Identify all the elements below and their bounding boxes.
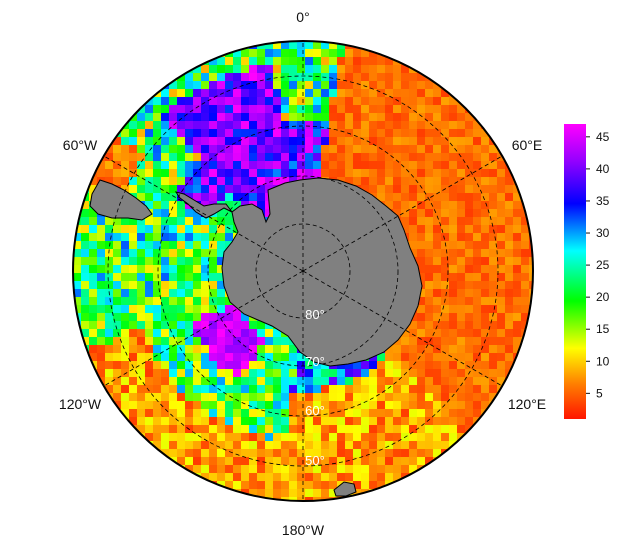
latitude-circle [255,223,351,319]
lon-label-120e: 120°E [508,396,546,412]
colorbar-tick-label: 40 [596,162,610,176]
meridian-line [103,155,304,272]
meridian-line [302,155,503,272]
lat-label-60: 60° [305,403,325,418]
antarctica-landmass [89,177,423,497]
latitude-circle [157,125,449,417]
lat-label-50: 50° [305,453,325,468]
antarctic-peninsula [174,191,233,219]
lon-label-180w: 180°W [282,522,325,538]
meridian-line [302,270,503,387]
colorbar-tick-label: 15 [596,322,610,336]
lat-label-80: 80° [305,307,325,322]
colorbar-tick-label: 30 [596,226,610,240]
lon-label-60w: 60°W [63,137,98,153]
lat-label-70: 70° [305,354,325,369]
colorbar-tick-label: 5 [596,386,603,400]
colorbar-tick-label: 25 [596,258,610,272]
colorbar-tick-label: 10 [596,354,610,368]
lon-label-120w: 120°W [59,396,102,412]
new-zealand-tip [333,481,357,497]
lon-label-0: 0° [296,9,309,25]
south-america-tip [89,179,153,221]
colorbar: 45 40 35 30 25 20 15 10 5 [564,124,610,419]
map-boundary [72,40,534,502]
colorbar-gradient [564,124,586,419]
colorbar-tick-label: 35 [596,194,610,208]
latitude-circle [107,75,499,467]
lon-label-60e: 60°E [512,137,543,153]
colorbar-tick-label: 45 [596,130,610,144]
colorbar-tick-label: 20 [596,290,610,304]
meridian-line [103,270,304,387]
graticule-lines [103,41,503,501]
colorbar-ticks: 45 40 35 30 25 20 15 10 5 [586,130,610,400]
